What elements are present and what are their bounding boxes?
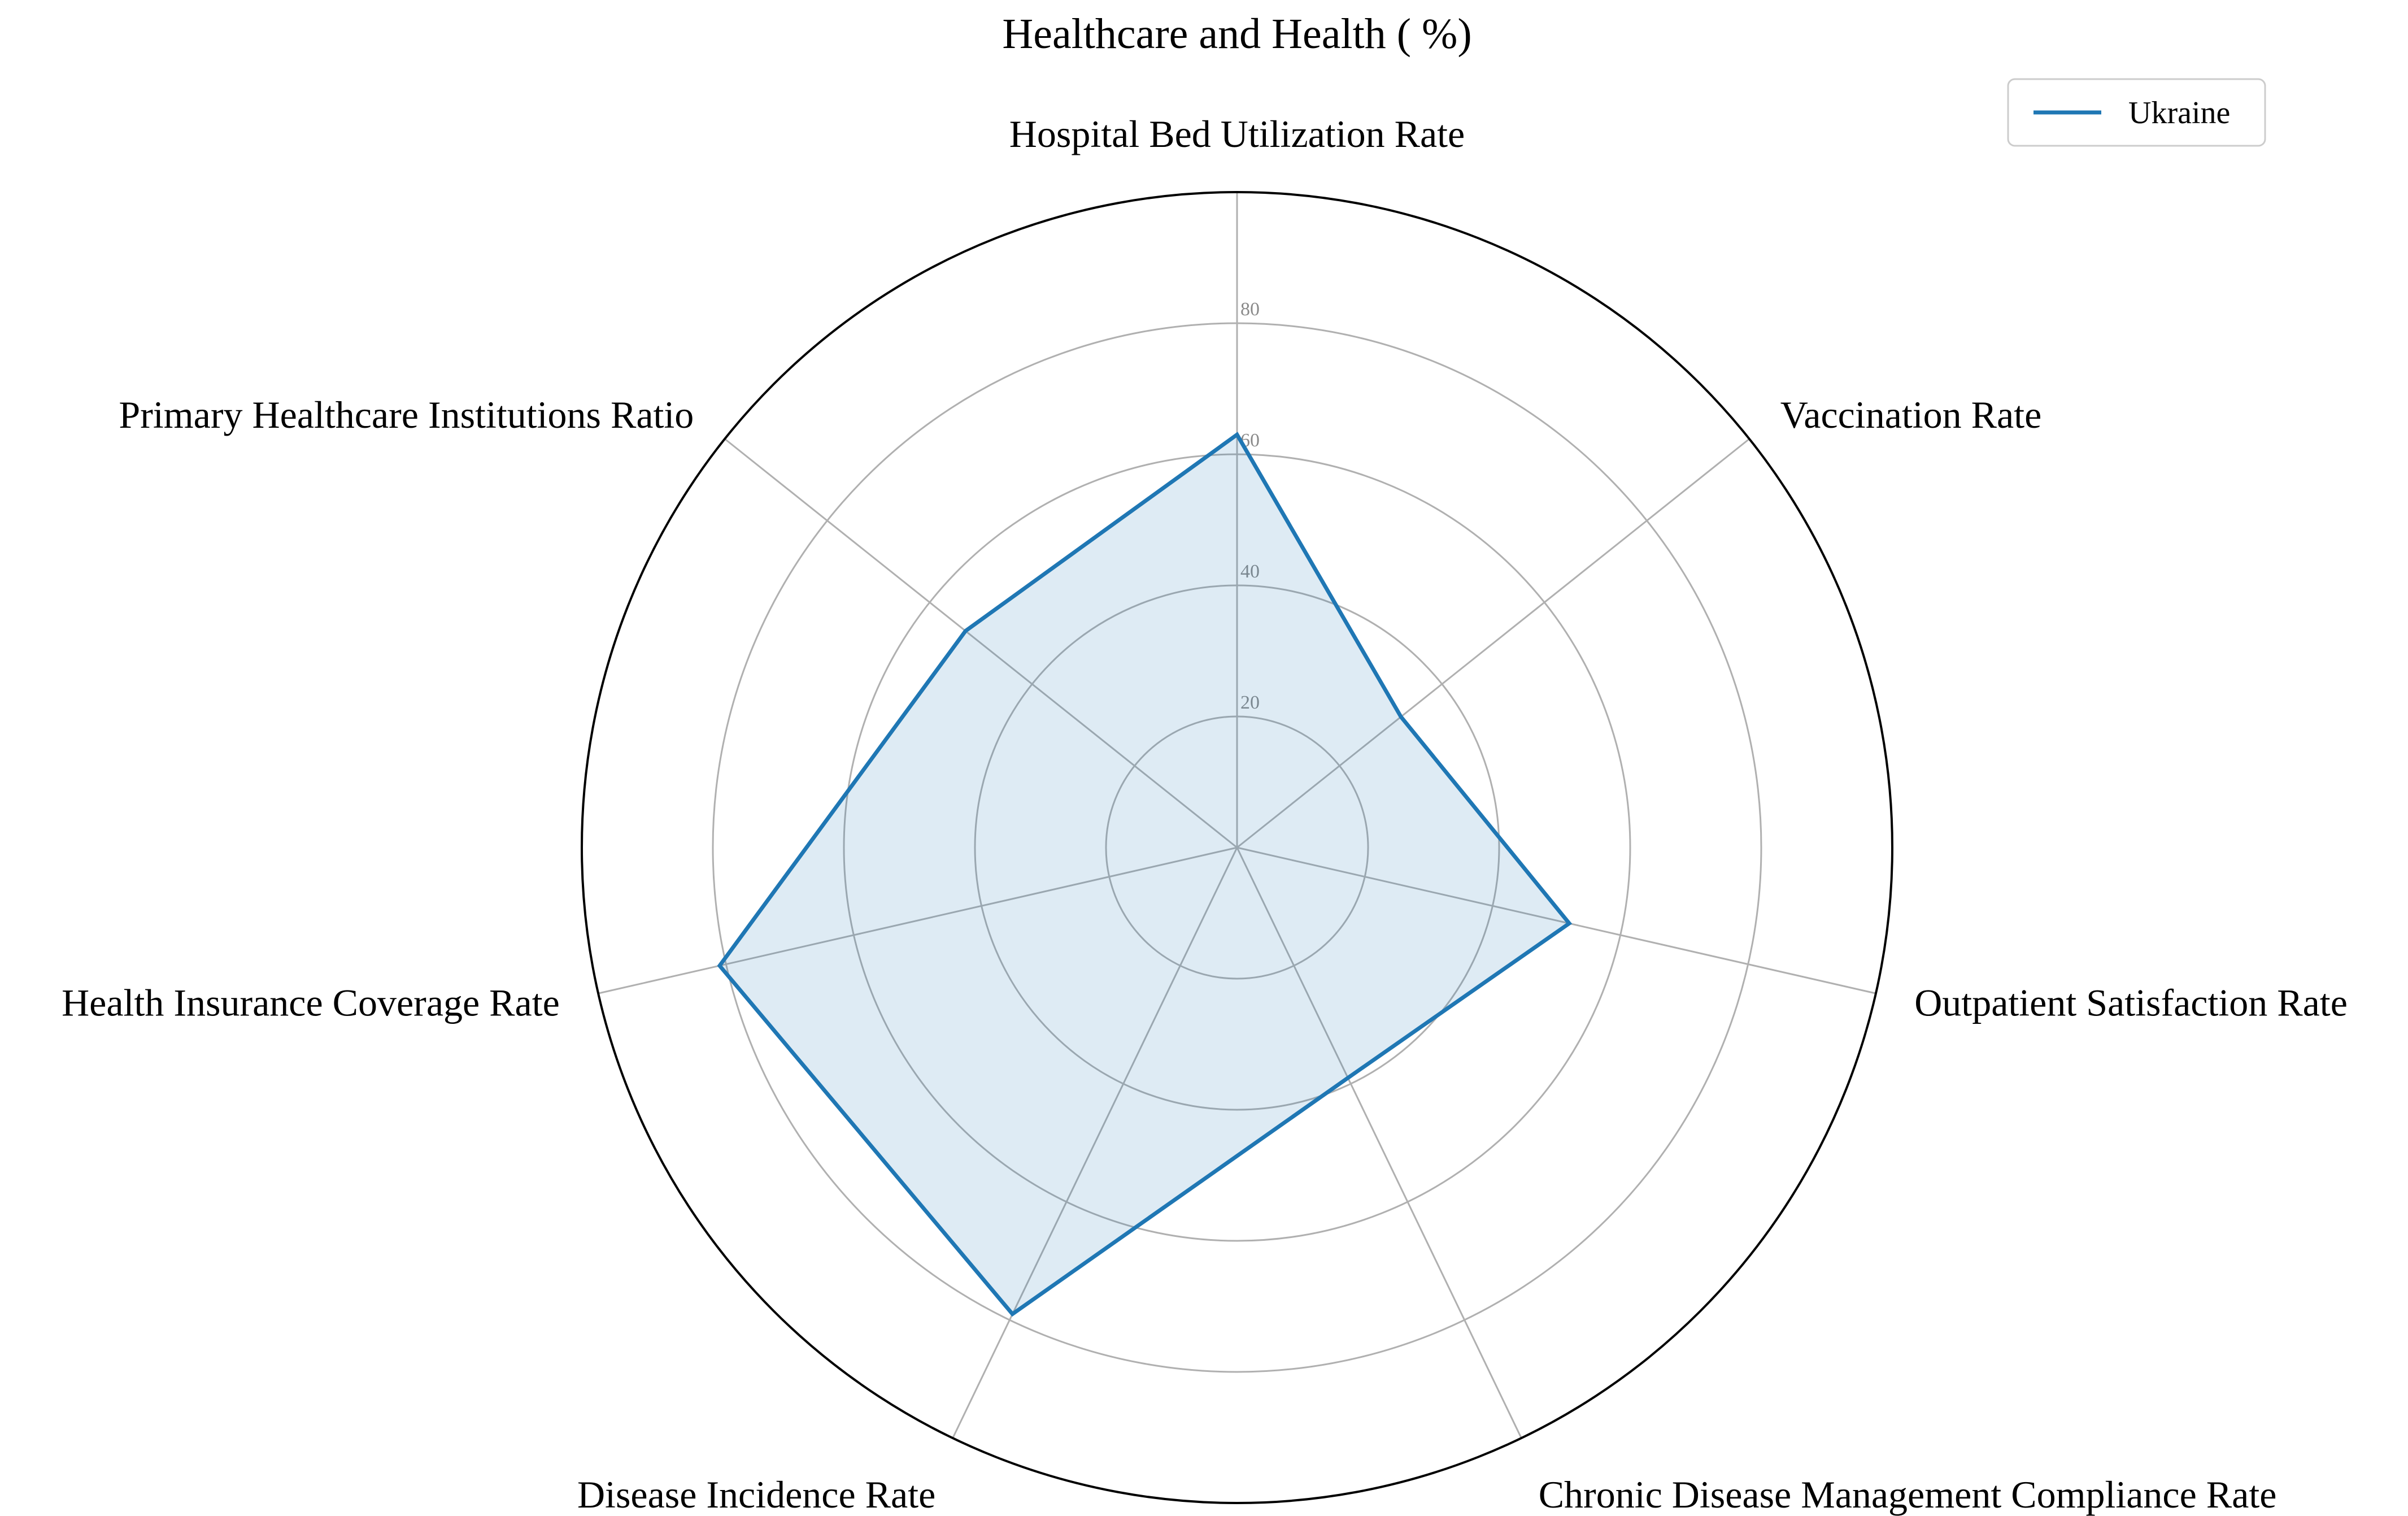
spoke-line <box>952 847 1238 1439</box>
axis-label: Outpatient Satisfaction Rate <box>1914 981 2348 1024</box>
axis-label: Health Insurance Coverage Rate <box>62 981 560 1024</box>
radial-tick-label: 20 <box>1240 692 1260 713</box>
axis-label: Primary Healthcare Institutions Ratio <box>119 393 694 436</box>
axis-label: Vaccination Rate <box>1780 393 2042 436</box>
series-area-ukraine <box>720 435 1570 1314</box>
axis-label: Hospital Bed Utilization Rate <box>1009 112 1465 155</box>
axis-label: Disease Incidence Rate <box>577 1473 935 1516</box>
spoke-line <box>1236 846 1876 994</box>
outer-boundary <box>581 191 1893 1504</box>
radial-tick-label: 80 <box>1240 299 1260 320</box>
legend-label-ukraine: Ukraine <box>2128 95 2230 131</box>
spoke-line <box>1236 847 1522 1439</box>
axis-label: Chronic Disease Management Compliance Ra… <box>1539 1473 2277 1516</box>
radial-tick-label: 40 <box>1240 561 1260 582</box>
axis-labels: Hospital Bed Utilization Rate Vaccination… <box>62 112 2348 1516</box>
legend: Ukraine <box>2007 78 2266 147</box>
spoke-line <box>1236 438 1750 849</box>
series-line-ukraine <box>717 432 1573 1317</box>
spoke-line <box>724 438 1238 849</box>
radar-series <box>717 432 1573 1317</box>
chart-title: Healthcare and Health ( %) <box>1002 10 1471 58</box>
spoke-line <box>598 846 1238 994</box>
legend-box <box>2007 78 2266 147</box>
